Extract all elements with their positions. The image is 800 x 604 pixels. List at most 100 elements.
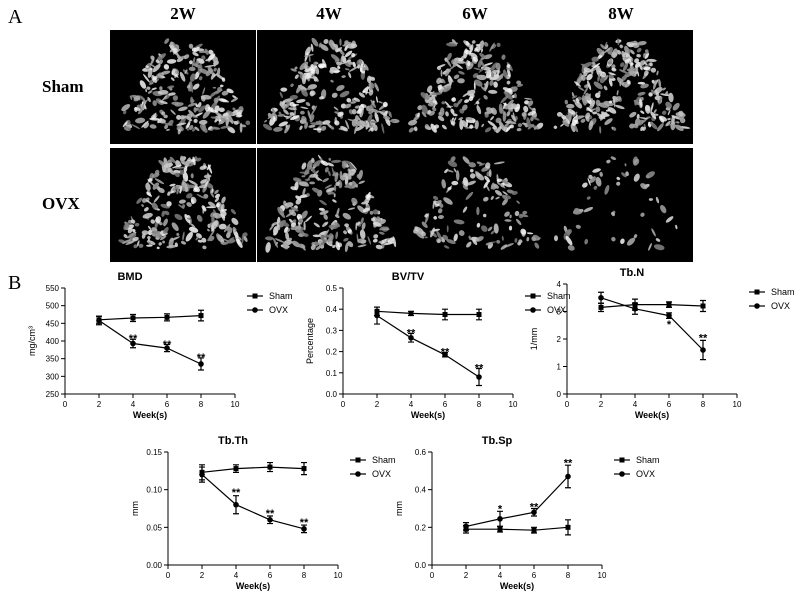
data-point-ovx — [301, 526, 307, 532]
column-label-4w: 4W — [316, 4, 342, 23]
x-tick-label: 10 — [231, 400, 240, 409]
x-tick-label: 6 — [532, 571, 537, 580]
series-line-ovx — [98, 320, 202, 365]
x-tick-label: 10 — [509, 400, 518, 409]
y-tick-label: 0.1 — [326, 369, 338, 378]
legend-label-sham: Sham — [771, 287, 795, 297]
microct-image-ovx-2w — [110, 148, 256, 262]
legend-label-ovx: OVX — [372, 469, 391, 479]
data-point-ovx — [198, 361, 204, 367]
data-point-sham — [267, 464, 273, 470]
series-line-sham — [600, 303, 704, 308]
y-tick-label: 0.3 — [326, 326, 338, 335]
data-point-sham — [531, 527, 537, 533]
x-tick-label: 2 — [599, 400, 604, 409]
significance-mark: ** — [232, 487, 241, 499]
y-axis-label: mm — [394, 501, 404, 516]
legend-marker — [252, 307, 258, 313]
y-tick-label: 0.10 — [146, 486, 162, 495]
chart-title: BMD — [117, 271, 142, 283]
data-point-sham — [666, 302, 672, 308]
x-tick-label: 2 — [97, 400, 102, 409]
data-point-ovx — [233, 501, 239, 508]
microct-image-ovx-8w — [547, 148, 693, 262]
x-tick-label: 2 — [464, 571, 469, 580]
significance-mark: ** — [441, 347, 450, 359]
x-tick-label: 8 — [566, 571, 571, 580]
microct-image-sham-2w — [110, 30, 256, 144]
x-tick-label: 6 — [268, 571, 273, 580]
x-tick-label: 6 — [667, 400, 672, 409]
data-point-sham — [700, 303, 706, 309]
series-line-sham — [466, 526, 569, 531]
series-line-ovx — [465, 476, 569, 527]
series-line-ovx — [600, 297, 704, 351]
x-tick-label: 0 — [166, 571, 171, 580]
data-point-sham — [164, 314, 170, 320]
y-tick-label: 2 — [557, 335, 562, 344]
legend-marker — [530, 307, 536, 313]
column-label-2w: 2W — [170, 4, 196, 23]
data-point-ovx — [442, 351, 448, 358]
panel-a-label: A — [8, 6, 23, 28]
significance-mark: ** — [197, 352, 206, 364]
legend-marker — [619, 471, 625, 477]
x-tick-label: 6 — [443, 400, 448, 409]
y-tick-label: 0.15 — [146, 448, 162, 457]
legend-marker — [754, 303, 760, 309]
data-point-ovx — [267, 517, 273, 523]
data-point-ovx — [374, 312, 380, 319]
x-tick-label: 8 — [701, 400, 706, 409]
data-point-ovx — [130, 340, 136, 347]
legend-marker — [754, 289, 760, 295]
data-point-sham — [301, 466, 307, 472]
chart-title: BV/TV — [392, 271, 425, 283]
x-tick-label: 2 — [200, 571, 205, 580]
y-tick-label: 3 — [557, 308, 562, 317]
significance-mark: ** — [564, 457, 573, 469]
data-point-ovx — [164, 345, 170, 351]
x-tick-label: 0 — [565, 400, 570, 409]
legend-label-ovx: OVX — [771, 301, 790, 311]
significance-mark: ** — [266, 508, 275, 520]
x-tick-label: 4 — [633, 400, 638, 409]
series-line-ovx — [376, 315, 480, 378]
legend-label-ovx: OVX — [269, 305, 288, 315]
panel-b-label: B — [8, 272, 22, 294]
x-tick-label: 8 — [199, 400, 204, 409]
data-point-sham — [442, 312, 448, 317]
significance-mark: * — [498, 504, 503, 516]
y-tick-label: 0.4 — [415, 486, 427, 495]
legend-label-ovx: OVX — [636, 469, 655, 479]
data-point-sham — [598, 304, 604, 310]
data-point-ovx — [497, 516, 503, 522]
series-line-ovx — [201, 474, 305, 530]
y-axis-label: mm — [130, 501, 140, 516]
x-tick-label: 4 — [131, 400, 136, 409]
data-point-sham — [565, 524, 571, 530]
x-tick-label: 10 — [598, 571, 607, 580]
x-tick-label: 4 — [234, 571, 239, 580]
x-tick-label: 10 — [334, 571, 343, 580]
y-tick-label: 0 — [557, 390, 562, 399]
y-tick-label: 1 — [557, 363, 562, 372]
legend-marker — [530, 293, 536, 299]
legend-label-sham: Sham — [636, 455, 660, 465]
y-tick-label: 0.2 — [415, 523, 427, 532]
y-tick-label: 300 — [46, 372, 60, 381]
y-axis-label: 1/mm — [529, 328, 539, 351]
x-tick-label: 0 — [341, 400, 346, 409]
significance-mark: ** — [530, 502, 539, 514]
data-point-ovx — [476, 374, 482, 380]
y-tick-label: 0.0 — [415, 561, 427, 570]
x-tick-label: 0 — [63, 400, 68, 409]
legend-label-sham: Sham — [547, 291, 571, 301]
x-tick-label: 4 — [409, 400, 414, 409]
y-axis-label: Percentage — [305, 318, 315, 364]
chart-tb-th: Tb.Th 0.00 0.05 0.10 0.15 0 2 4 6 8 10 Week(s) mm ** *… — [130, 435, 396, 591]
significance-mark: ** — [475, 363, 484, 375]
row-label-sham: Sham — [42, 77, 84, 96]
legend-label-sham: Sham — [269, 291, 293, 301]
data-point-ovx — [598, 294, 604, 301]
chart-title: Tb.N — [620, 267, 644, 279]
